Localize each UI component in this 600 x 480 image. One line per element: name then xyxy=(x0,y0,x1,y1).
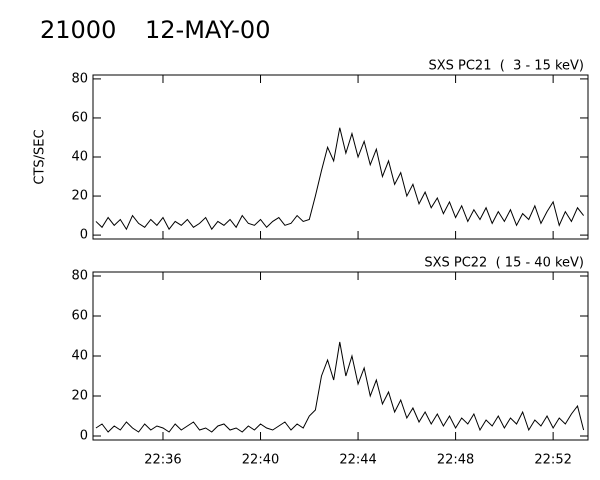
panel-title: SXS PC22 ( 15 - 40 keV) xyxy=(424,256,584,271)
x-tick-label: 22:36 xyxy=(144,453,181,468)
x-tick-label: 22:52 xyxy=(534,453,571,468)
y-tick-label: 20 xyxy=(71,389,88,404)
y-tick-label: 80 xyxy=(71,71,88,86)
y-tick-label: 60 xyxy=(71,110,88,125)
plot-frame xyxy=(92,271,589,441)
observation-id: 21000 xyxy=(40,16,116,44)
x-tick-label: 22:48 xyxy=(437,453,474,468)
y-tick-label: 40 xyxy=(71,150,88,165)
y-tick-label: 60 xyxy=(71,309,88,324)
y-tick-label: 0 xyxy=(80,228,88,243)
plot-frame xyxy=(92,74,589,240)
y-tick-label: 80 xyxy=(71,269,88,284)
observation-date: 12-MAY-00 xyxy=(145,16,270,44)
y-axis-label: CTS/SEC xyxy=(33,129,48,184)
x-tick-label: 22:40 xyxy=(242,453,279,468)
y-tick-label: 0 xyxy=(80,429,88,444)
x-tick-label: 22:44 xyxy=(339,453,376,468)
y-tick-label: 40 xyxy=(71,349,88,364)
data-line xyxy=(95,127,585,231)
panel-title: SXS PC21 ( 3 - 15 keV) xyxy=(428,59,584,74)
y-tick-label: 20 xyxy=(71,189,88,204)
data-line xyxy=(95,341,585,433)
